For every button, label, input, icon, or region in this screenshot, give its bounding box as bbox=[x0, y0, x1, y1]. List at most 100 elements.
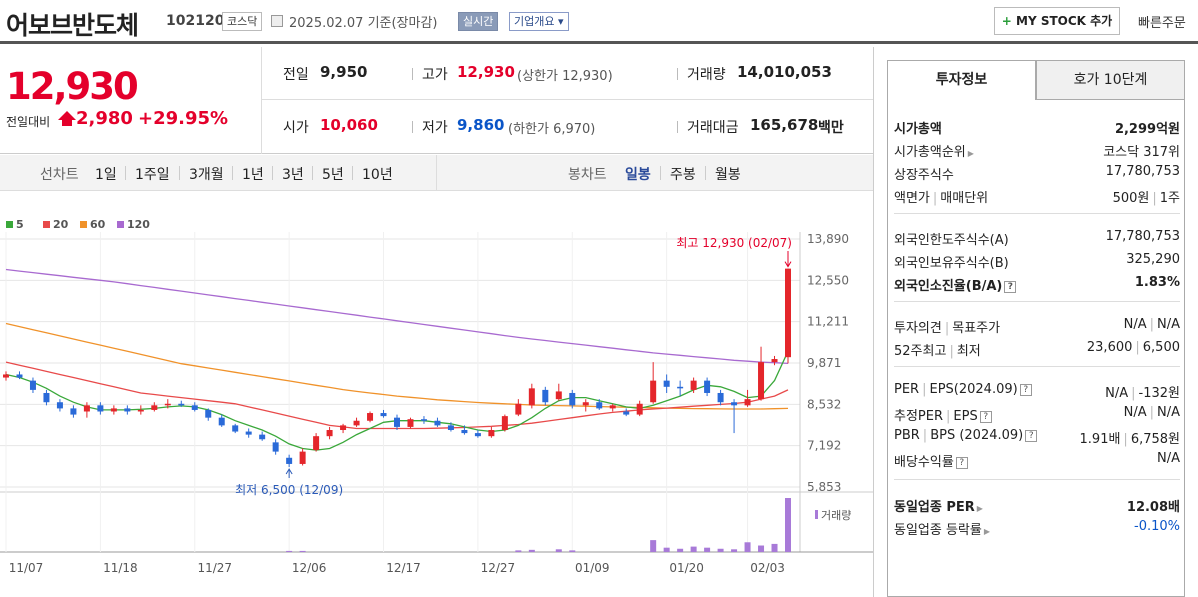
candle bbox=[474, 433, 481, 437]
max-arrow-head bbox=[784, 261, 792, 268]
dividend-row: 배당수익률? N/A bbox=[894, 448, 1180, 470]
candle bbox=[731, 402, 738, 406]
tab-order-book[interactable]: 호가 10단계 bbox=[1036, 60, 1185, 100]
divider bbox=[412, 68, 413, 80]
industry-per-row[interactable]: 동일업종 PER ▶ 12.08배 bbox=[894, 493, 1180, 515]
candle bbox=[380, 413, 387, 417]
divider bbox=[272, 166, 273, 180]
eps-value: -132원 bbox=[1138, 386, 1180, 401]
pbr-label: PBR bbox=[894, 428, 920, 443]
candle bbox=[259, 434, 266, 440]
help-icon[interactable]: ? bbox=[1025, 429, 1038, 442]
candle bbox=[164, 403, 171, 406]
x-tick-label: 02/03 bbox=[750, 561, 785, 575]
volume-bar bbox=[690, 546, 697, 552]
per-value: N/A bbox=[1105, 386, 1129, 401]
help-icon[interactable]: ? bbox=[1004, 280, 1017, 293]
tab-investment-info[interactable]: 투자정보 bbox=[887, 60, 1036, 100]
up-arrow-icon bbox=[58, 111, 76, 120]
candle bbox=[717, 392, 724, 403]
period-10y[interactable]: 10년 bbox=[362, 167, 393, 183]
candle bbox=[124, 408, 131, 412]
x-tick-label: 01/09 bbox=[575, 561, 610, 575]
legend-swatch-20 bbox=[43, 221, 50, 228]
candle bbox=[515, 403, 522, 415]
trade-unit-label: 매매단위 bbox=[940, 191, 989, 206]
chevron-right-icon: ▶ bbox=[967, 149, 974, 158]
chevron-down-icon: ▾ bbox=[557, 15, 564, 28]
candle bbox=[771, 359, 778, 363]
x-tick-label: 11/07 bbox=[9, 561, 44, 575]
candle bbox=[110, 408, 117, 412]
company-info-dropdown[interactable]: 기업개요 ▾ bbox=[509, 12, 569, 31]
line-chart-label: 선차트 bbox=[40, 167, 79, 183]
candle bbox=[677, 386, 684, 389]
period-3y[interactable]: 3년 bbox=[282, 167, 304, 183]
price-chart[interactable]: 5 20 60 120 13,890 12,550 11,211 9,871 8,532 7,19… bbox=[0, 192, 873, 597]
period-1w[interactable]: 1주일 bbox=[135, 167, 170, 183]
eps-label: EPS(2024.09) bbox=[929, 382, 1018, 397]
period-weekly[interactable]: 주봉 bbox=[670, 167, 696, 183]
candle bbox=[394, 417, 400, 427]
period-3m[interactable]: 3개월 bbox=[189, 167, 224, 183]
period-1y[interactable]: 1년 bbox=[242, 167, 264, 183]
divider bbox=[125, 166, 126, 180]
up-arrow-icon-stem bbox=[62, 119, 72, 126]
legend-swatch-120 bbox=[117, 221, 124, 228]
divider bbox=[894, 366, 1180, 367]
candle bbox=[596, 402, 603, 409]
volume-bar bbox=[569, 550, 576, 552]
mystock-label: MY STOCK 추가 bbox=[1016, 14, 1113, 28]
dividend-label: 배당수익률 bbox=[894, 455, 954, 470]
foreign-limit-label: 외국인한도주식수(A) bbox=[894, 233, 1009, 248]
quick-order-link[interactable]: 빠른주문 bbox=[1138, 16, 1186, 31]
foreign-ratio-label: 외국인소진율(B/A) bbox=[894, 279, 1003, 294]
market-cap-value: 2,299억원 bbox=[1114, 122, 1180, 137]
candle bbox=[488, 430, 495, 437]
period-daily[interactable]: 일봉 bbox=[625, 167, 651, 183]
x-tick-label: 11/18 bbox=[103, 561, 138, 575]
mystock-add-button[interactable]: + MY STOCK 추가 bbox=[994, 7, 1120, 35]
help-icon[interactable]: ? bbox=[979, 410, 992, 423]
divider bbox=[677, 68, 678, 80]
open-label: 시가 bbox=[283, 120, 309, 136]
industry-change-row[interactable]: 동일업종 등락률 ▶ -0.10% bbox=[894, 516, 1180, 538]
per-label: PER bbox=[894, 382, 920, 397]
realtime-button[interactable]: 실시간 bbox=[458, 12, 499, 31]
cap-rank-row[interactable]: 시가총액순위 ▶ 코스닥 317위 bbox=[894, 138, 1180, 160]
period-5y[interactable]: 5년 bbox=[322, 167, 344, 183]
x-tick-label: 12/17 bbox=[386, 561, 421, 575]
high-label: 고가 bbox=[422, 67, 448, 83]
high52-label: 52주최고 bbox=[894, 344, 947, 359]
candle bbox=[407, 419, 414, 427]
ma5-line bbox=[5, 351, 789, 451]
cap-rank-label: 시가총액순위 bbox=[894, 145, 966, 160]
prev-value: 9,950 bbox=[320, 63, 368, 81]
market-badge: 코스닥 bbox=[222, 12, 263, 31]
period-monthly[interactable]: 월봉 bbox=[715, 167, 741, 183]
bps-value: 6,758원 bbox=[1130, 432, 1180, 447]
period-1d[interactable]: 1일 bbox=[95, 167, 117, 183]
est-per-value: N/A bbox=[1123, 405, 1147, 420]
volume-label: 거래량 bbox=[687, 67, 726, 83]
help-icon[interactable]: ? bbox=[1019, 383, 1032, 396]
candle bbox=[542, 389, 549, 403]
help-icon[interactable]: ? bbox=[955, 456, 968, 469]
pbr-row: PBR | BPS (2024.09)? 1.91배 | 6,758원 bbox=[894, 428, 1180, 447]
volume-label: 거래량 bbox=[821, 509, 851, 522]
candle bbox=[569, 392, 576, 406]
divider bbox=[660, 166, 661, 180]
candle bbox=[3, 374, 9, 378]
candle bbox=[286, 457, 293, 464]
candle bbox=[43, 392, 50, 403]
y-tick-label: 11,211 bbox=[807, 315, 849, 329]
candle bbox=[232, 425, 239, 432]
candle bbox=[434, 420, 441, 426]
opinion-row: 투자의견 | 목표주가 N/A | N/A bbox=[894, 317, 1180, 336]
candle bbox=[501, 416, 508, 431]
volume-bar bbox=[515, 550, 522, 552]
shares-value: 17,780,753 bbox=[1105, 164, 1180, 179]
candle bbox=[178, 403, 185, 406]
prev-label: 전일 bbox=[283, 67, 309, 83]
candle bbox=[29, 380, 36, 390]
